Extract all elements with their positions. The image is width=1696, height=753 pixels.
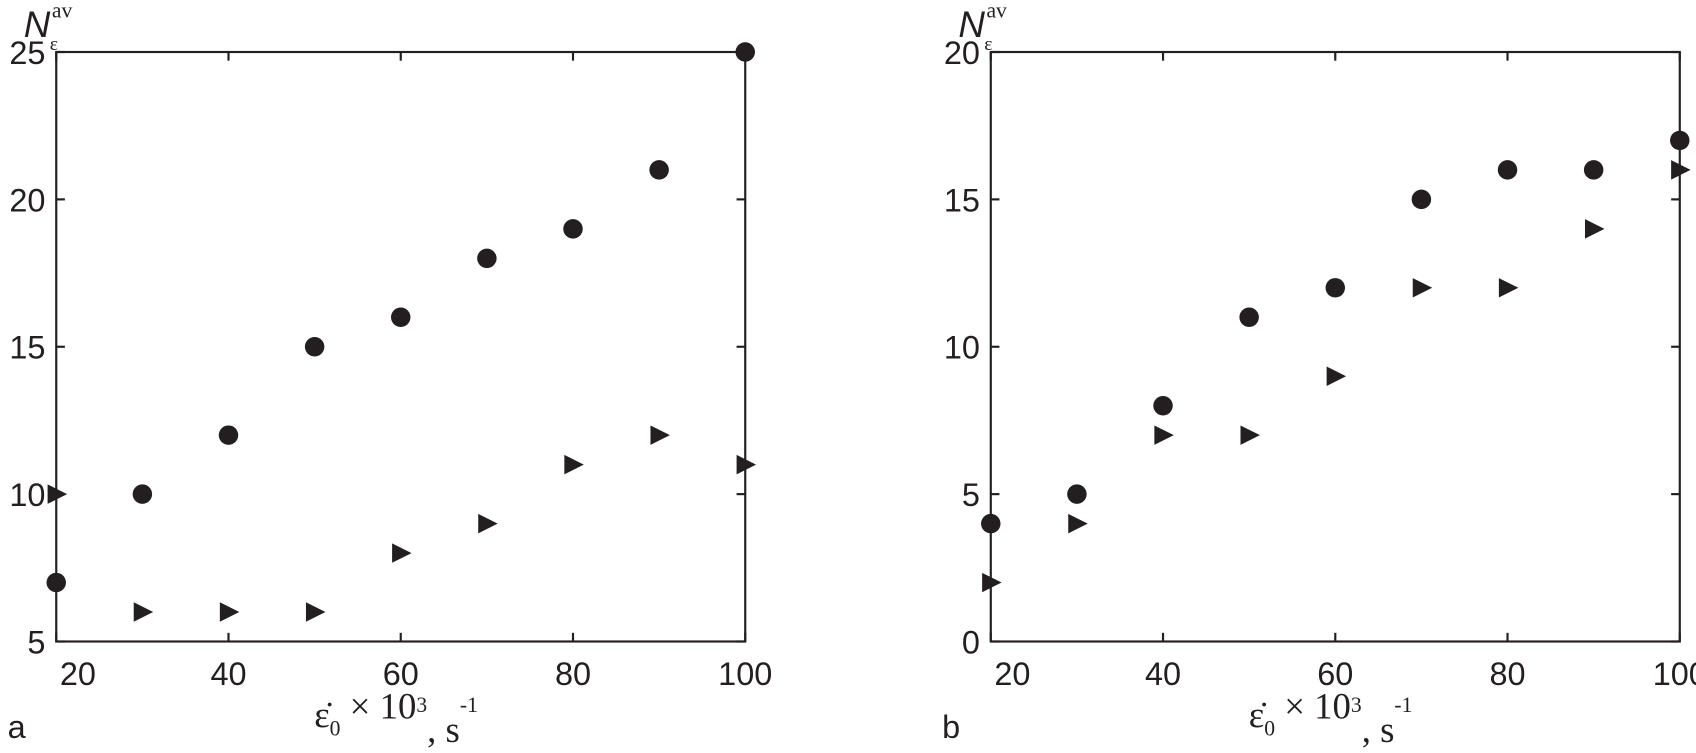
point [47, 484, 68, 504]
y-tick-label: 15 [944, 182, 980, 218]
point [981, 513, 1001, 534]
panel-label: a [8, 709, 27, 745]
point [219, 602, 240, 622]
point [1240, 425, 1260, 445]
y-axis-label: Nε av [958, 0, 1007, 55]
panel: 0510152020406080100Nεavε̇0 × 103, s-1b [942, 0, 1696, 750]
x-tick-label: 80 [555, 656, 591, 692]
panel: 5 10 15 20 25 20 40 60 80 100 Nε av ε̇0 × 103, s-1 a [8, 0, 773, 750]
point [649, 160, 669, 180]
point [392, 543, 412, 563]
y-tick-label: 15 [9, 330, 45, 366]
plot-frame [989, 50, 1681, 643]
y-tick-label: 5 [27, 624, 45, 660]
y-tick-label: 20 [944, 35, 980, 71]
x-label-part: × 10 [1275, 685, 1351, 726]
point [1153, 395, 1173, 416]
x-label-part: , s [1362, 709, 1395, 750]
x-tick-label: 100 [718, 656, 772, 692]
y-label-sub: ε [984, 34, 992, 55]
x-label-part: 3 [416, 693, 427, 717]
y-label-sup: av [986, 0, 1007, 22]
point [1154, 425, 1174, 445]
y-tick-label: 10 [9, 477, 45, 513]
y-tick-label: 5 [962, 477, 980, 513]
y-label-main: N [958, 4, 985, 45]
point [650, 425, 670, 445]
x-tick-label: 80 [1489, 656, 1525, 692]
x-label-part: 0 [330, 717, 341, 741]
y-label-sup: av [52, 0, 73, 22]
point [304, 337, 325, 357]
point [1584, 219, 1605, 239]
point [478, 513, 498, 534]
point [1497, 160, 1518, 180]
point [982, 572, 1002, 593]
y-axis-label: Nε av [24, 0, 73, 55]
point [735, 42, 755, 62]
point [1670, 130, 1690, 151]
x-label-part: 3 [1351, 693, 1362, 717]
panel-label: b [942, 709, 960, 745]
point [1498, 278, 1519, 298]
point [1325, 278, 1346, 298]
x-label-part: × 10 [340, 685, 416, 726]
x-label-part: ε̇ [1249, 694, 1266, 735]
x-tick-label: 60 [383, 656, 419, 692]
point [564, 454, 584, 475]
x-tick-label: 40 [210, 656, 246, 692]
y-label-sub: ε [50, 34, 58, 55]
y-tick-label: 0 [962, 624, 980, 660]
x-tick-label: 100 [1653, 656, 1696, 692]
point [1671, 160, 1691, 180]
y-tick-label: 25 [9, 35, 45, 71]
point [1068, 513, 1088, 534]
point [305, 602, 326, 622]
x-tick-label: 60 [1317, 656, 1353, 692]
point [391, 307, 411, 328]
point [563, 219, 583, 239]
point [132, 484, 153, 504]
point [1067, 484, 1087, 504]
x-tick-label: 20 [994, 656, 1030, 692]
x-label-part: -1 [460, 693, 478, 717]
x-label-part: , s [427, 709, 460, 750]
point [1326, 366, 1347, 386]
x-tick-label: 40 [1145, 656, 1181, 692]
point [1411, 189, 1432, 210]
point [46, 572, 66, 593]
x-label-part: ε̇ [314, 694, 331, 735]
point [133, 602, 154, 622]
x-label-part: -1 [1394, 693, 1412, 717]
point [477, 248, 497, 269]
point [1412, 278, 1433, 298]
point [218, 425, 239, 445]
y-tick-label: 10 [944, 330, 980, 366]
x-axis-label: ε̇0 × 103, s-1 [1249, 685, 1413, 750]
x-tick-label: 20 [60, 656, 96, 692]
x-axis-label: ε̇0 × 103, s-1 [314, 685, 478, 750]
point [1583, 160, 1604, 180]
point [736, 454, 757, 475]
y-tick-label: 20 [9, 182, 45, 218]
point [1239, 307, 1259, 328]
y-label-main: N [24, 4, 51, 45]
x-label-part: 0 [1264, 717, 1275, 741]
